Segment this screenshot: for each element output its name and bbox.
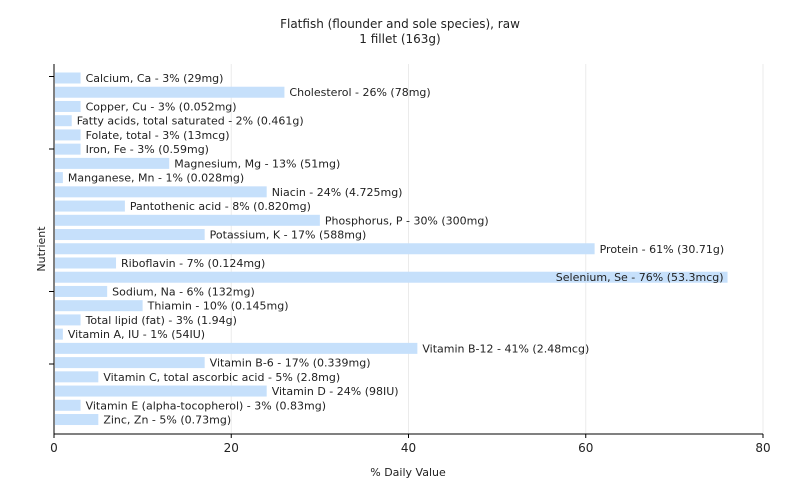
bar-label: Magnesium, Mg - 13% (51mg) [174,157,340,170]
x-axis-label: % Daily Value [370,466,446,479]
y-ticks-group [49,76,54,365]
bar-label: Vitamin C, total ascorbic acid - 5% (2.8… [103,371,340,384]
bar-label: Sodium, Na - 6% (132mg) [112,285,255,298]
bar [55,172,63,184]
x-tick-label: 60 [578,441,593,455]
bar [55,285,108,297]
bars-group: Calcium, Ca - 3% (29mg) Cholesterol - 26%… [55,72,728,427]
bar [55,72,81,84]
bar [55,314,81,326]
bar-label: Fatty acids, total saturated - 2% (0.461… [77,115,304,128]
bar-label: Vitamin B-6 - 17% (0.339mg) [210,357,371,370]
bar-label: Potassium, K - 17% (588mg) [210,229,367,242]
bar [55,229,205,241]
bar-label: Folate, total - 3% (13mcg) [86,129,230,142]
bar [55,371,99,383]
bar-label: Total lipid (fat) - 3% (1.94g) [85,314,237,327]
bar-label: Protein - 61% (30.71g) [600,243,725,256]
x-tick-label: 20 [224,441,239,455]
x-ticks-group: 0 20 40 60 80 [50,434,771,455]
bar-label: Iron, Fe - 3% (0.59mg) [86,143,209,156]
bar [55,414,99,426]
bar-label: Selenium, Se - 76% (53.3mcg) [556,271,724,284]
bar [55,86,285,98]
bar-label: Vitamin A, IU - 1% (54IU) [68,328,205,341]
bar [55,300,143,312]
bar [55,342,418,354]
bar [55,214,320,226]
bar [55,157,170,169]
bar-label: Thiamin - 10% (0.145mg) [147,300,289,313]
bar-label: Calcium, Ca - 3% (29mg) [86,72,224,85]
bar-label: Zinc, Zn - 5% (0.73mg) [103,414,231,427]
bar-label: Riboflavin - 7% (0.124mg) [121,257,265,270]
bar-label: Vitamin D - 24% (98IU) [272,385,399,398]
bar-label: Niacin - 24% (4.725mg) [272,186,403,199]
bar [55,129,81,141]
bar [55,357,205,369]
chart-title: Flatfish (flounder and sole species), ra… [280,17,520,31]
bar [55,186,267,198]
bar [55,257,117,269]
bar [55,243,595,255]
y-axis-label: Nutrient [35,226,48,272]
bar [55,328,63,340]
bar-label: Cholesterol - 26% (78mg) [289,86,430,99]
bar-label: Copper, Cu - 3% (0.052mg) [86,100,237,113]
x-tick-label: 0 [50,441,58,455]
bar [55,115,72,127]
bar [55,399,81,411]
bar-label: Vitamin B-12 - 41% (2.48mcg) [422,342,589,355]
bar-label: Manganese, Mn - 1% (0.028mg) [68,172,244,185]
bar [55,143,81,155]
bar [55,385,267,397]
bar-label: Pantothenic acid - 8% (0.820mg) [130,200,311,213]
chart-title-block: Flatfish (flounder and sole species), ra… [0,17,800,47]
bar [55,271,728,283]
bar-label: Vitamin E (alpha-tocopherol) - 3% (0.83m… [86,399,326,412]
chart-subtitle: 1 fillet (163g) [359,32,441,46]
bar-label: Phosphorus, P - 30% (300mg) [325,214,489,227]
x-tick-label: 80 [755,441,770,455]
bar [55,200,125,212]
bar [55,100,81,112]
x-tick-label: 40 [401,441,416,455]
